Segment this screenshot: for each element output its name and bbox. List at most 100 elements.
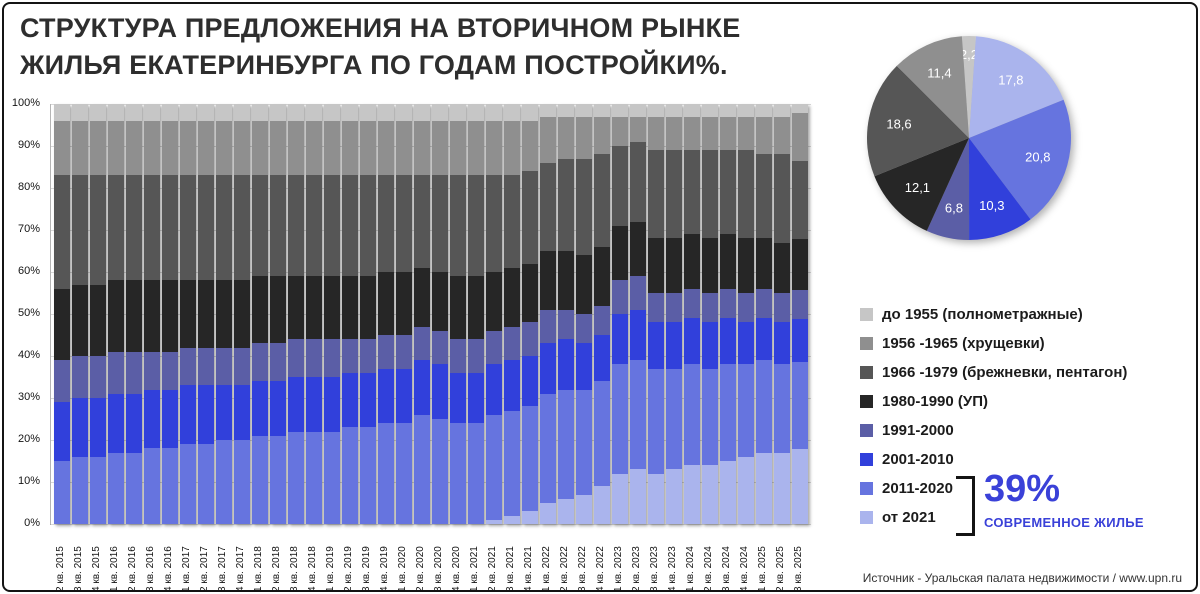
stacked-bar <box>270 104 286 524</box>
x-tick-slot: 1 кв. 2024 <box>683 528 699 592</box>
x-tick-slot: 3 кв. 2017 <box>215 528 231 592</box>
x-tick-slot: 1 кв. 2020 <box>395 528 411 592</box>
pie-slice-label: 12,1 <box>905 180 930 195</box>
bar-segment <box>792 361 808 450</box>
bar-segment <box>288 175 304 277</box>
bar-segment <box>108 120 124 176</box>
pie-slice-label: 11,4 <box>927 66 951 81</box>
stacked-bar <box>54 104 70 524</box>
bar-segment <box>342 372 358 428</box>
bar-segment <box>54 402 70 461</box>
bar-segment <box>198 280 214 348</box>
bar-segment <box>234 440 250 524</box>
bar-segment <box>792 318 808 362</box>
bar-segment <box>720 104 736 117</box>
bar-segment <box>702 322 718 369</box>
x-tick-slot: 4 кв. 2022 <box>593 528 609 592</box>
x-tick-slot: 1 кв. 2022 <box>539 528 555 592</box>
bar-segment <box>648 150 664 239</box>
bar-segment <box>270 104 286 121</box>
stacked-bar <box>738 104 754 524</box>
x-tick-label: 2 кв. 2020 <box>415 546 426 592</box>
bar-segment <box>702 150 718 239</box>
bar-segment <box>576 116 592 159</box>
x-tick-label: 4 кв. 2018 <box>307 546 318 592</box>
pie-slice <box>926 138 970 241</box>
x-tick-label: 3 кв. 2022 <box>577 546 588 592</box>
bar-segment <box>684 104 700 117</box>
y-tick-label: 60% <box>17 265 40 277</box>
stacked-bar <box>396 104 412 524</box>
y-tick-label: 20% <box>17 433 40 445</box>
bar-segment <box>756 238 772 289</box>
bar-segment <box>576 389 592 495</box>
bar-segment <box>72 356 88 399</box>
x-tick-slot: 3 кв. 2022 <box>575 528 591 592</box>
x-tick-label: 4 кв. 2016 <box>163 546 174 592</box>
bar-segment <box>234 175 250 281</box>
bar-segment <box>216 120 232 176</box>
gridline <box>51 482 811 483</box>
legend-bracket <box>956 476 975 536</box>
bar-segment <box>468 120 484 176</box>
bar-segment <box>630 141 646 222</box>
bar-segment <box>738 293 754 323</box>
bar-segment <box>792 113 808 162</box>
bar-segment <box>180 347 196 386</box>
bar-segment <box>324 339 340 378</box>
stacked-bar <box>414 104 430 524</box>
gridline <box>51 146 811 147</box>
bar-segment <box>324 104 340 121</box>
bar-segment <box>162 351 178 390</box>
bar-segment <box>450 372 466 424</box>
legend-label: 2001-2010 <box>882 451 954 468</box>
legend-item: 1991-2000 <box>860 416 1127 445</box>
x-tick-label: 3 кв. 2025 <box>793 546 804 592</box>
bar-segment <box>432 175 448 273</box>
legend-item: до 1955 (полнометражные) <box>860 300 1127 329</box>
bar-segment <box>648 368 664 474</box>
stacked-bar <box>486 104 502 524</box>
bar-segment <box>450 339 466 373</box>
bar-segment <box>612 473 628 524</box>
bar-segment <box>180 104 196 121</box>
bar-segment <box>162 389 178 449</box>
bar-segment <box>216 104 232 121</box>
x-tick-slot: 2 кв. 2019 <box>341 528 357 592</box>
bar-segment <box>594 486 610 524</box>
x-tick-label: 2 кв. 2016 <box>127 546 138 592</box>
bar-segment <box>306 175 322 277</box>
stacked-bar <box>684 104 700 524</box>
bar-segment <box>756 154 772 239</box>
bar-segment <box>468 276 484 340</box>
legend-swatch <box>860 482 873 495</box>
bar-segment <box>432 272 448 331</box>
bar-segment <box>558 251 574 310</box>
legend-item: 2011-2020 <box>860 474 1127 503</box>
x-tick-slot: 3 кв. 2018 <box>287 528 303 592</box>
bar-segment <box>504 515 520 524</box>
bar-segment <box>576 158 592 256</box>
bar-segment <box>630 104 646 117</box>
bar-segment <box>540 503 556 524</box>
x-tick-label: 2 кв. 2025 <box>775 546 786 592</box>
bar-segment <box>162 120 178 176</box>
legend-label: от 2021 <box>882 509 936 526</box>
legend-label: 1966 -1979 (брежневки, пентагон) <box>882 364 1128 381</box>
bar-segment <box>702 238 718 294</box>
x-tick-label: 2 кв. 2019 <box>343 546 354 592</box>
bar-segment <box>684 234 700 289</box>
bar-segment <box>522 511 538 524</box>
chart-title-line1: СТРУКТУРА ПРЕДЛОЖЕНИЯ НА ВТОРИЧНОМ РЫНКЕ <box>20 13 741 43</box>
x-tick-label: 1 кв. 2022 <box>541 546 552 592</box>
bar-segment <box>144 175 160 281</box>
modern-housing-percent: 39% <box>984 468 1061 510</box>
bar-segment <box>738 238 754 294</box>
x-tick-label: 1 кв. 2025 <box>757 546 768 592</box>
x-tick-label: 1 кв. 2019 <box>325 546 336 592</box>
bar-segment <box>594 335 610 382</box>
bar-segment <box>630 469 646 524</box>
bar-segment <box>558 339 574 390</box>
bar-segment <box>90 398 106 457</box>
bar-segment <box>342 120 358 176</box>
